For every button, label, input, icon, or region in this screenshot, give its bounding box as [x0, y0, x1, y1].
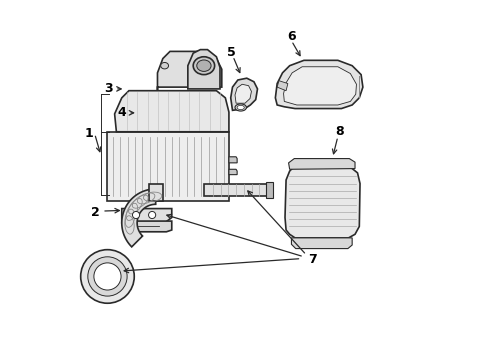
Text: 2: 2	[91, 206, 100, 219]
Polygon shape	[204, 184, 270, 196]
Polygon shape	[275, 60, 363, 109]
Polygon shape	[148, 184, 163, 202]
Ellipse shape	[161, 63, 169, 69]
Polygon shape	[229, 157, 237, 163]
Text: 8: 8	[335, 125, 344, 138]
Text: 3: 3	[104, 82, 113, 95]
Polygon shape	[284, 67, 356, 105]
Text: 7: 7	[309, 253, 317, 266]
Ellipse shape	[235, 104, 246, 111]
Polygon shape	[285, 166, 360, 238]
Circle shape	[88, 257, 127, 296]
Polygon shape	[107, 132, 229, 202]
Ellipse shape	[193, 57, 215, 75]
Text: 1: 1	[84, 127, 93, 140]
Polygon shape	[267, 182, 273, 198]
Polygon shape	[122, 208, 172, 223]
Polygon shape	[277, 81, 288, 91]
Text: 4: 4	[118, 106, 126, 120]
Circle shape	[148, 211, 156, 219]
Ellipse shape	[197, 60, 211, 71]
Polygon shape	[229, 169, 237, 175]
Text: 5: 5	[227, 46, 236, 59]
Polygon shape	[231, 78, 258, 111]
Ellipse shape	[237, 105, 245, 110]
Polygon shape	[235, 84, 251, 103]
Polygon shape	[157, 51, 222, 91]
Polygon shape	[292, 238, 352, 249]
Circle shape	[81, 249, 134, 303]
Polygon shape	[125, 221, 172, 232]
Circle shape	[132, 211, 140, 219]
Polygon shape	[188, 50, 220, 89]
Circle shape	[94, 263, 121, 290]
Text: 6: 6	[287, 30, 296, 43]
Polygon shape	[115, 91, 229, 132]
Polygon shape	[122, 189, 156, 247]
Polygon shape	[289, 158, 355, 169]
